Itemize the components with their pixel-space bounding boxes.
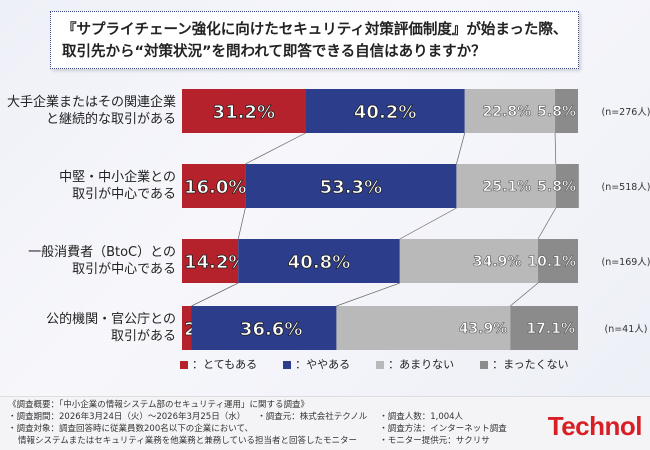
bar-segment [555,164,579,208]
survey-target-2: 情報システムまたはセキュリティ業務を他業務と兼務している担当者と回答したモニター [18,436,357,446]
category-label: 大手企業またはその関連企業と継続的な取引がある [0,94,176,128]
bar-segment [182,89,306,133]
legend-item: ：とてもある [180,356,257,372]
data-label: 34.9% [473,254,522,270]
data-label: 43.9% [459,321,508,337]
data-label: 25.1% [483,179,532,195]
footer-row: ・調査期間：2026年3月24日（火）～2026年3月25日（水） ・調査元：株… [8,411,367,423]
legend-colon: ： [492,358,504,371]
data-label: 53.3% [320,177,382,198]
title-line-1: 『サプライチェーン強化に向けたセキュリティ対策評価制度』が始まった際、 [62,22,568,38]
n-label: (n=276人) [601,107,650,118]
legend-item: ：ややある [283,356,350,372]
bar-segment [191,306,337,350]
title-line-2: 取引先から“対策状況”を問われて即答できる自信はありますか？ [62,44,486,60]
data-label: 22.8% [483,104,532,120]
data-label: 16.0% [184,177,246,198]
survey-footer: 《調査概要：「中小企業の情報システム部のセキュリティ運用」に関する調査》 ・調査… [0,396,650,450]
category-label-line: 取引が中心である [72,262,176,277]
category-label: 公的機関・官公庁との取引がある [0,311,176,345]
connector-line [191,282,239,307]
bar-segment [305,89,465,133]
connector-line [399,207,457,240]
data-label: 40.8% [288,252,350,273]
connector-line [245,132,306,165]
footer-left-column: 《調査概要：「中小企業の情報システム部のセキュリティ運用」に関する調査》 ・調査… [8,399,367,447]
bar-segment [336,306,511,350]
technol-logo: Technol [547,411,643,441]
legend-label: あまりない [399,358,455,371]
chart-title: 『サプライチェーン強化に向けたセキュリティ対策評価制度』が始まった際、 取引先か… [50,11,580,69]
n-label: (n=41人) [605,324,648,335]
survey-count: ・調査人数：1,004人 [379,412,464,422]
connector-line [456,132,466,165]
data-label: 40.2% [354,102,416,123]
bar-segment [245,164,457,208]
legend-label: まったくない [503,358,569,371]
legend: ：とてもある ：ややある ：あまりない ：まったくない [180,356,569,372]
connector-line [510,282,539,307]
survey-period: ・調査期間：2026年3月24日（火）～2026年3月25日（水） [8,412,246,422]
bar-segment [182,306,192,350]
legend-item: ：あまりない [376,356,454,372]
legend-swatch [283,361,292,369]
category-label-line: 中堅・中小企業との [59,170,176,185]
bar-segment [182,239,239,283]
data-label: 31.2% [213,102,275,123]
bar-segment [538,239,578,283]
data-label: 36.6% [240,319,302,340]
bar-segment [510,306,578,350]
data-label: 17.1% [526,321,575,337]
legend-swatch [480,361,489,369]
legend-label: とてもある [203,358,258,371]
category-label-line: と継続的な取引がある [45,112,176,127]
category-label-line: 公的機関・官公庁との [46,312,176,327]
category-label: 一般消費者（BtoC）との取引が中心である [0,244,176,278]
legend-colon: ： [295,358,307,371]
bar-segment [456,164,556,208]
connector-line [336,282,400,307]
data-label: 14.2% [184,252,246,273]
data-label: 5.8% [537,179,576,195]
legend-label: ややある [306,358,351,371]
bar-segment [399,239,539,283]
category-label-line: 一般消費者（BtoC）との [28,245,176,260]
footer-right-column: ・調査人数：1,004人 ・調査方法：インターネット調査 ・モニター提供元：サク… [379,399,507,447]
bar-segment [464,89,556,133]
stacked-bar-chart: 31.2% 40.2% 22.8% 5.8% (n=276人) 16.0% 53.3% 25.… [182,89,650,350]
connector-line [537,207,557,240]
bar-segment [238,239,400,283]
n-label: (n=169人) [601,257,650,268]
survey-method: ・調査方法：インターネット調査 [379,424,507,434]
connector-line [554,132,557,165]
survey-provider: ・モニター提供元：サクリサ [379,436,490,446]
legend-colon: ： [388,358,400,371]
legend-item: ：まったくない [480,356,569,372]
data-label: 5.8% [537,104,576,120]
data-label: 10.1% [527,254,576,270]
legend-swatch [376,361,385,369]
bar-segment [182,164,246,208]
survey-target: ・調査対象：調査回答時に従業員数200名以下の企業において、 [8,424,254,434]
connector-line [237,207,246,240]
survey-org: ・調査元：株式会社テクノル [257,412,368,422]
legend-colon: ： [192,358,203,371]
survey-heading: 《調査概要：「中小企業の情報システム部のセキュリティ運用」に関する調査》 [8,400,309,410]
category-label-line: 大手企業またはその関連企業 [6,95,176,110]
legend-swatch [180,361,188,369]
category-label-line: 取引が中心である [72,187,176,202]
n-label: (n=518人) [601,182,650,193]
category-label: 中堅・中小企業との取引が中心である [0,169,176,203]
bar-segment [555,89,578,133]
category-label-line: 取引がある [110,329,176,344]
